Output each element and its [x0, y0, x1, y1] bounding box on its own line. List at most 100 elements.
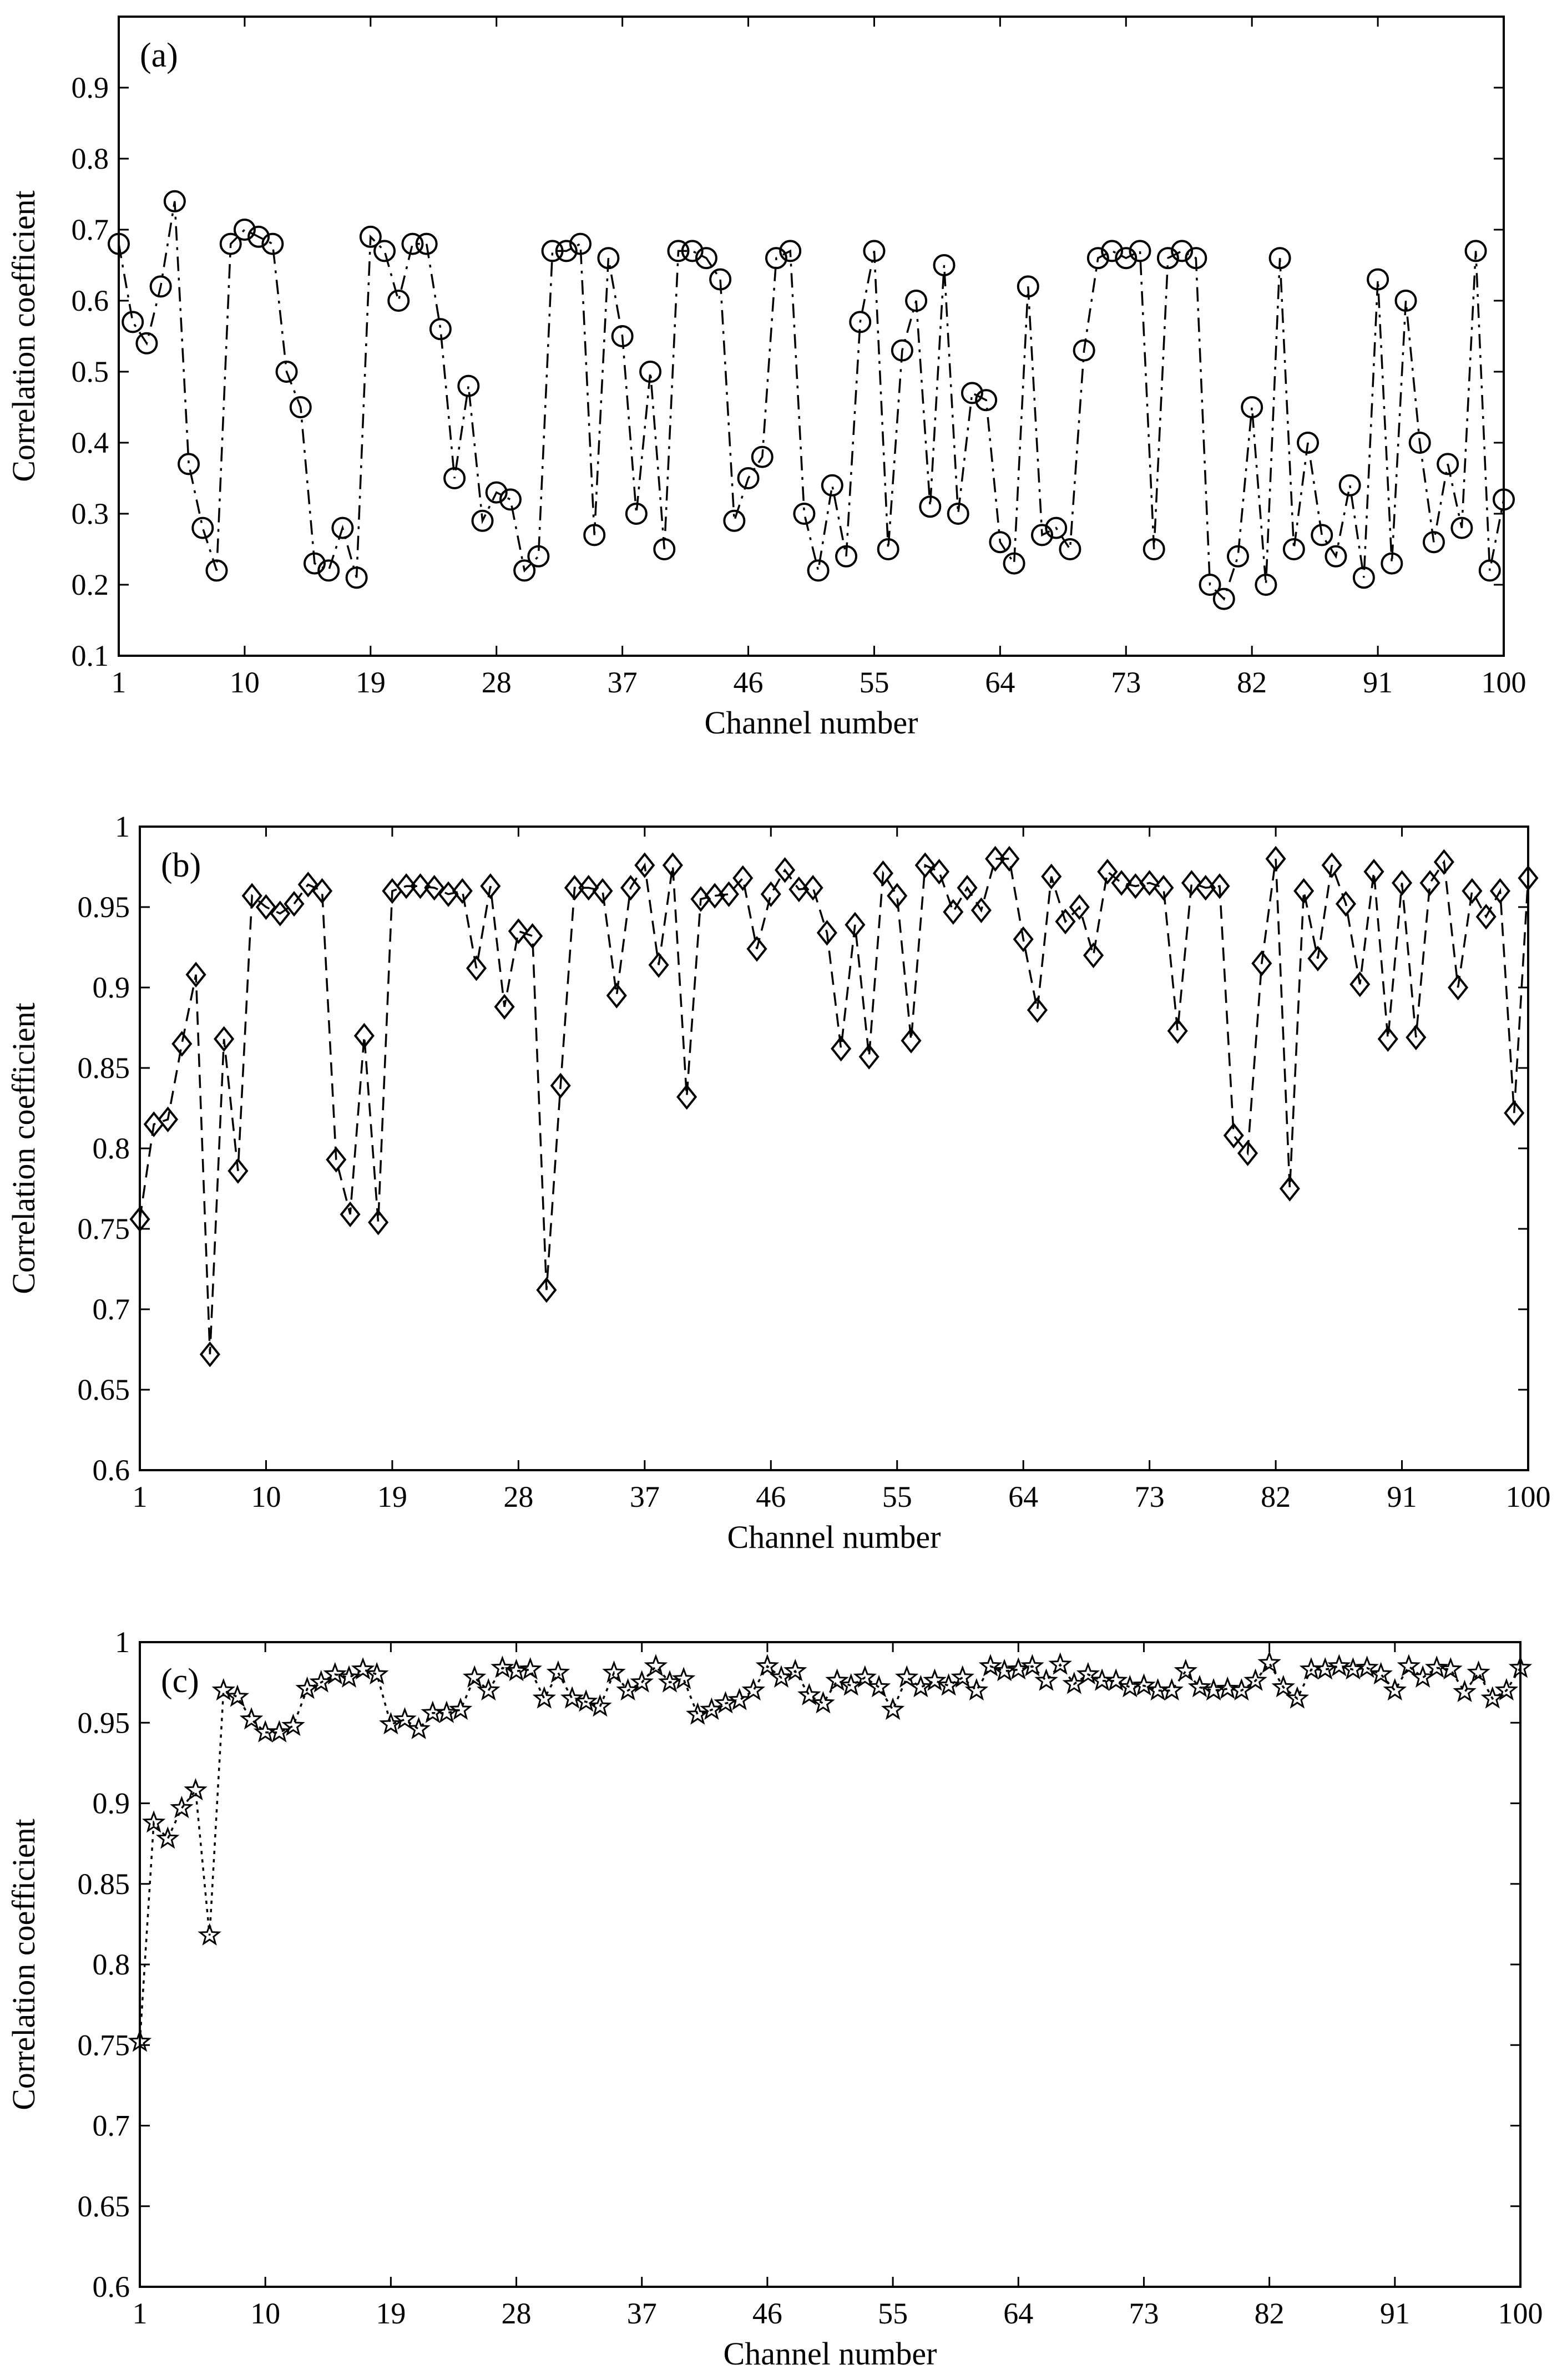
y-tick-label: 0.65 [78, 2190, 130, 2223]
data-point [894, 1665, 919, 1688]
data-point [1097, 858, 1118, 885]
y-tick-label: 0.6 [93, 2270, 130, 2303]
data-point [1411, 1665, 1435, 1688]
data-point [685, 1702, 710, 1725]
data-point [574, 1689, 598, 1712]
data-point [606, 983, 627, 1009]
data-point [588, 1694, 612, 1717]
series-line [139, 858, 1529, 1355]
data-point [723, 509, 746, 532]
data-point [480, 873, 501, 899]
data-point [718, 881, 740, 908]
data-point [457, 374, 480, 397]
data-point [676, 1083, 697, 1110]
data-point [592, 878, 613, 904]
data-point [765, 247, 787, 270]
data-point [583, 524, 606, 546]
data-point [760, 881, 781, 908]
data-point [774, 857, 796, 883]
data-point [1422, 531, 1445, 554]
x-tick-label: 10 [250, 2297, 280, 2330]
data-point [155, 1826, 180, 1849]
data-point [737, 467, 760, 489]
data-point [379, 1711, 403, 1735]
data-point [947, 503, 969, 525]
y-tick-label: 0.7 [93, 1293, 130, 1326]
data-point [1475, 904, 1497, 930]
data-point [835, 545, 858, 568]
data-point [863, 240, 886, 262]
data-point [1241, 396, 1263, 418]
data-point [1325, 545, 1347, 568]
data-point [1104, 1668, 1128, 1691]
data-point [872, 860, 894, 887]
data-point [811, 1691, 835, 1714]
x-tick-label: 64 [1003, 2297, 1033, 2330]
data-point [933, 254, 956, 276]
data-point [255, 894, 277, 920]
data-point [1279, 1176, 1300, 1202]
x-tick-label: 1 [133, 1480, 148, 1513]
data-point [214, 1026, 235, 1052]
data-point [452, 878, 473, 904]
data-point [901, 1027, 922, 1054]
x-tick-label: 73 [1135, 1480, 1165, 1513]
data-point [732, 865, 754, 892]
data-point [410, 873, 431, 899]
data-point [267, 1720, 291, 1743]
data-point [564, 874, 585, 901]
x-tick-label: 64 [1008, 1480, 1038, 1513]
data-point [1408, 432, 1431, 454]
panel-b: 1 10 19 28 37 46 55 64 73 82 91 100 0.6 0.65 0.7 0.75 0.… [6, 810, 1551, 1555]
data-point [746, 936, 767, 962]
data-point [1062, 1672, 1086, 1694]
data-point [569, 232, 592, 255]
data-point [1027, 997, 1048, 1023]
data-point [1215, 1676, 1240, 1699]
data-point [957, 874, 978, 901]
data-point [1419, 870, 1440, 896]
data-point [1467, 1660, 1490, 1683]
y-tick-label: 0.8 [72, 142, 109, 175]
data-point [393, 1707, 417, 1730]
data-point [807, 559, 830, 582]
data-point [368, 1209, 389, 1235]
x-tick-label: 28 [482, 666, 512, 699]
y-tick-label: 0.2 [72, 568, 109, 601]
data-point [1352, 566, 1375, 589]
y-tick-label: 0.75 [78, 2028, 130, 2062]
data-point [199, 1341, 220, 1368]
data-point [163, 190, 186, 212]
data-point [849, 311, 872, 333]
data-point [281, 1713, 305, 1736]
data-point [1297, 432, 1320, 454]
data-point [779, 240, 802, 262]
data-point [185, 961, 206, 988]
data-point [1518, 865, 1539, 892]
data-point [1464, 240, 1487, 262]
panel-a: 1 10 19 28 37 46 55 64 73 82 91 100 0.1 0.2 0.3 0.4 0.5 0… [6, 16, 1526, 741]
data-point [1369, 1662, 1393, 1685]
y-tick-label: 0.3 [72, 497, 109, 530]
x-tick-label: 46 [734, 666, 764, 699]
y-tick-label: 0.75 [78, 1212, 130, 1245]
x-tick-label: 82 [1237, 666, 1267, 699]
data-point [1013, 926, 1034, 953]
data-point [1255, 574, 1277, 596]
data-point [1041, 863, 1062, 890]
data-point [1271, 1674, 1296, 1698]
data-point [284, 890, 305, 917]
data-point [522, 923, 543, 949]
y-tick-label: 0.6 [72, 284, 109, 317]
data-point [1059, 538, 1081, 560]
data-point [1313, 1657, 1337, 1680]
data-point [1034, 1668, 1058, 1691]
data-point [1129, 240, 1151, 262]
data-point [129, 1206, 150, 1232]
data-point [858, 1044, 879, 1070]
x-tick-label: 82 [1261, 1480, 1291, 1513]
data-point [1453, 1679, 1477, 1703]
panel-label: (b) [161, 847, 201, 884]
data-point [1349, 971, 1371, 997]
